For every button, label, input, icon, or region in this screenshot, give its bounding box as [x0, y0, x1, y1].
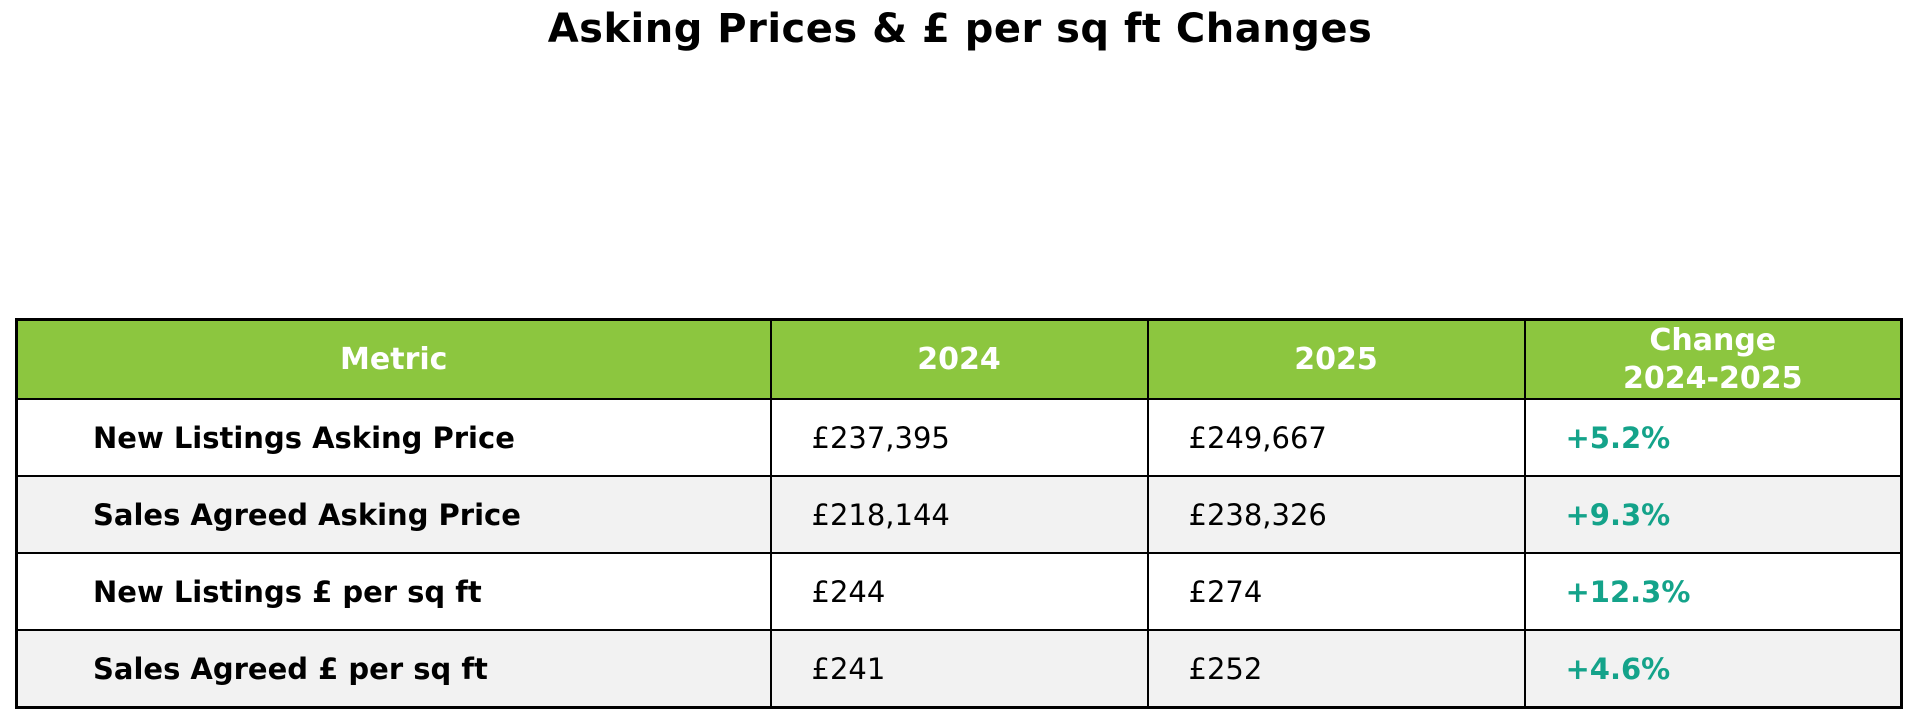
page-title: Asking Prices & £ per sq ft Changes [547, 6, 1373, 52]
table-header: Metric 2024 2025 Change 2024-2025 [15, 318, 1903, 400]
change-cell: +12.3% [1523, 552, 1903, 631]
table-row: New Listings £ per sq ft £244 £274 +12.3… [15, 552, 1903, 631]
metric-cell: Sales Agreed Asking Price [15, 475, 772, 554]
change-cell: +5.2% [1523, 398, 1903, 477]
col-header-2024: 2024 [769, 318, 1149, 400]
value-2024-cell: £241 [769, 629, 1149, 709]
metric-cell: New Listings £ per sq ft [15, 552, 772, 631]
value-2025-cell: £249,667 [1146, 398, 1526, 477]
value-2024-cell: £244 [769, 552, 1149, 631]
value-2025-cell: £274 [1146, 552, 1526, 631]
col-header-metric: Metric [15, 318, 772, 400]
asking-prices-table: Metric 2024 2025 Change 2024-2025 New Li… [15, 318, 1903, 709]
change-cell: +4.6% [1523, 629, 1903, 709]
value-2025-cell: £238,326 [1146, 475, 1526, 554]
col-header-2025: 2025 [1146, 318, 1526, 400]
metric-cell: New Listings Asking Price [15, 398, 772, 477]
change-cell: +9.3% [1523, 475, 1903, 554]
value-2025-cell: £252 [1146, 629, 1526, 709]
table-row: Sales Agreed Asking Price £218,144 £238,… [15, 475, 1903, 554]
table-row: Sales Agreed £ per sq ft £241 £252 +4.6% [15, 629, 1903, 709]
table-body: New Listings Asking Price £237,395 £249,… [15, 398, 1903, 709]
value-2024-cell: £237,395 [769, 398, 1149, 477]
value-2024-cell: £218,144 [769, 475, 1149, 554]
table-row: New Listings Asking Price £237,395 £249,… [15, 398, 1903, 477]
col-header-change: Change 2024-2025 [1523, 318, 1903, 400]
metric-cell: Sales Agreed £ per sq ft [15, 629, 772, 709]
header-row: Metric 2024 2025 Change 2024-2025 [15, 318, 1903, 400]
